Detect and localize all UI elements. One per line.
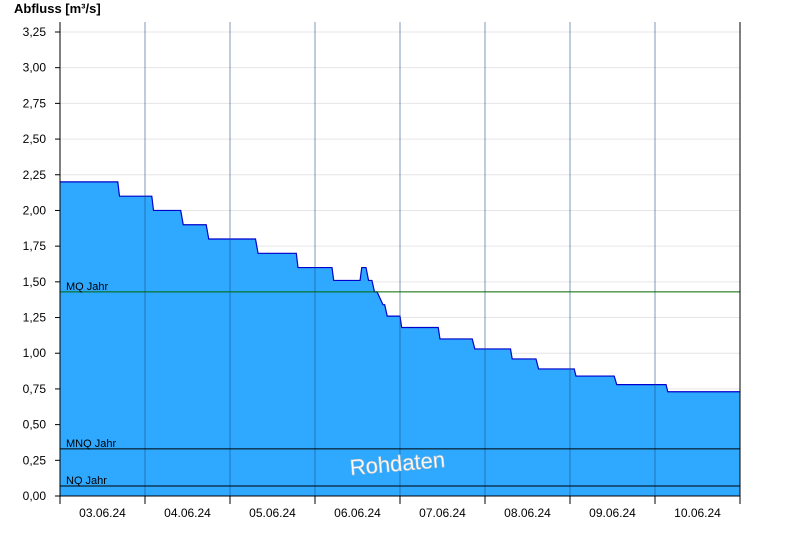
reference-lines: MQ Jahr MNQ Jahr NQ Jahr [60, 281, 740, 487]
y-tick-labels: 0,00 0,25 0,50 0,75 1,00 1,25 1,50 1,75 2,00 2,25… [23, 25, 60, 503]
discharge-line [60, 181, 740, 393]
x-tick-label: 06.06.24 [334, 506, 381, 520]
y-tick-label: 3,25 [23, 25, 47, 39]
x-tick-label: 03.06.24 [79, 506, 126, 520]
y-axis-title: Abfluss [m³/s] [14, 1, 101, 16]
y-tick-label: 2,75 [23, 96, 47, 110]
x-tick-label: 05.06.24 [249, 506, 296, 520]
y-tick-label: 1,75 [23, 239, 47, 253]
x-tick-label: 04.06.24 [164, 506, 211, 520]
y-tick-label: 3,00 [23, 61, 47, 75]
x-tick-labels: 03.06.24 04.06.24 05.06.24 06.06.24 07.06.24… [59, 496, 741, 520]
y-tick-label: 0,00 [23, 489, 47, 503]
y-tick-label: 0,25 [23, 453, 47, 467]
reference-line-label: MNQ Jahr [66, 438, 116, 450]
y-tick-label: 1,00 [23, 346, 47, 360]
x-tick-label: 09.06.24 [589, 506, 636, 520]
x-tick-label: 07.06.24 [419, 506, 466, 520]
x-tick-label: 08.06.24 [504, 506, 551, 520]
y-tick-label: 2,50 [23, 132, 47, 146]
reference-line-label: MQ Jahr [66, 281, 109, 293]
x-tick-label: 10.06.24 [674, 506, 721, 520]
y-tick-label: 1,25 [23, 311, 47, 325]
y-tick-label: 2,25 [23, 168, 47, 182]
day-separator-lines [144, 22, 656, 496]
y-tick-label: 0,75 [23, 382, 47, 396]
reference-line-label: NQ Jahr [66, 475, 107, 487]
y-tick-label: 1,50 [23, 275, 47, 289]
y-tick-label: 0,50 [23, 418, 47, 432]
y-tick-label: 2,00 [23, 203, 47, 217]
